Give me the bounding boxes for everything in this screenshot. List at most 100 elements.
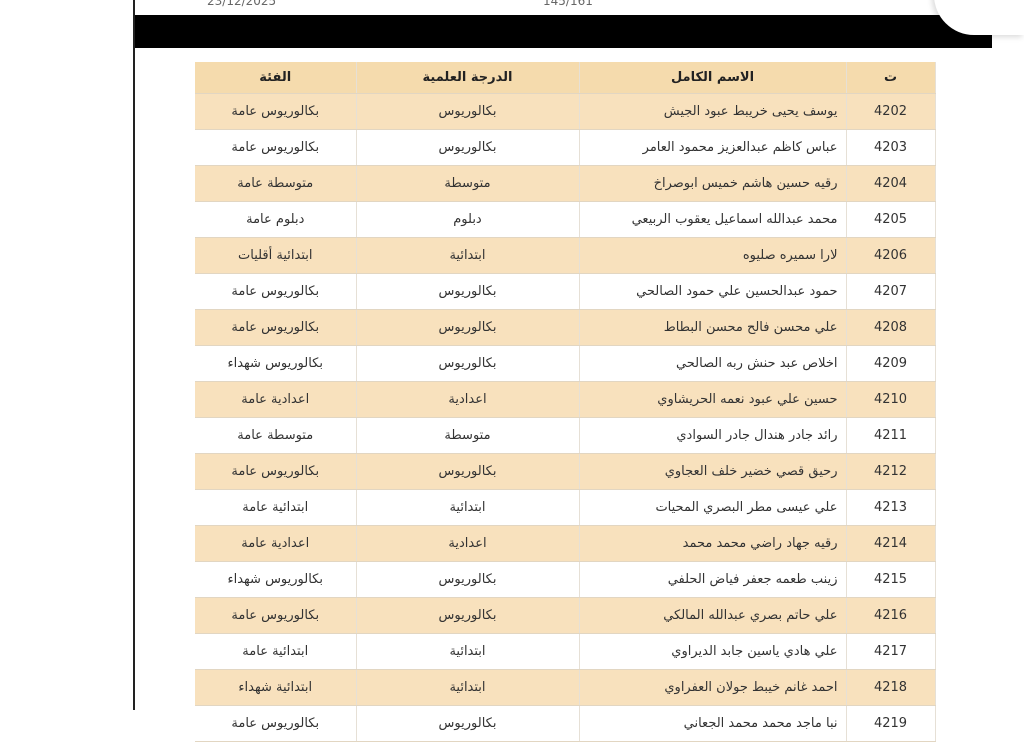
column-header-category: الفئة xyxy=(195,62,357,94)
cell-category: بكالوريوس شهداء xyxy=(195,561,357,598)
cell-index: 4218 xyxy=(846,669,936,706)
table-row: 4213 علي عيسى مطر البصري المحيات ابتدائية ا… xyxy=(195,489,936,526)
cell-degree: بكالوريوس xyxy=(356,309,580,346)
black-band xyxy=(135,15,992,48)
cell-category: بكالوريوس عامة xyxy=(195,273,357,310)
cell-category: اعدادية عامة xyxy=(195,381,357,418)
cell-degree: ابتدائية xyxy=(356,633,580,670)
cell-index: 4211 xyxy=(846,417,936,454)
cell-category: ابتدائية عامة xyxy=(195,489,357,526)
cell-category: متوسطة عامة xyxy=(195,165,357,202)
cell-category: ابتدائية أقليات xyxy=(195,237,357,274)
cell-index: 4216 xyxy=(846,597,936,634)
table-row: 4207 حمود عبدالحسين علي حمود الصالحي بكالو… xyxy=(195,273,936,310)
cell-degree: ابتدائية xyxy=(356,489,580,526)
cell-degree: اعدادية xyxy=(356,525,580,562)
cell-name: رحيق قصي خضير خلف العجاوي xyxy=(579,453,847,490)
table-row: 4205 محمد عبدالله اسماعيل يعقوب الربيعي دب… xyxy=(195,201,936,238)
cell-name: حمود عبدالحسين علي حمود الصالحي xyxy=(579,273,847,310)
cell-name: محمد عبدالله اسماعيل يعقوب الربيعي xyxy=(579,201,847,238)
cell-name: علي محسن فالح محسن البطاط xyxy=(579,309,847,346)
cell-name: يوسف يحيى خريبط عبود الجيش xyxy=(579,93,847,130)
cell-name: علي عيسى مطر البصري المحيات xyxy=(579,489,847,526)
table-row: 4212 رحيق قصي خضير خلف العجاوي بكالوريوس بك… xyxy=(195,453,936,490)
table-row: 4204 رقيه حسين هاشم خميس ابوصراخ متوسطة متو… xyxy=(195,165,936,202)
cell-degree: ابتدائية xyxy=(356,237,580,274)
cell-degree: بكالوريوس xyxy=(356,345,580,382)
table-row: 4218 احمد غانم خيبط جولان العفراوي ابتدائي… xyxy=(195,669,936,706)
cell-degree: بكالوريوس xyxy=(356,561,580,598)
cell-degree: بكالوريوس xyxy=(356,597,580,634)
cell-index: 4212 xyxy=(846,453,936,490)
cell-name: احمد غانم خيبط جولان العفراوي xyxy=(579,669,847,706)
cell-category: بكالوريوس عامة xyxy=(195,453,357,490)
cell-name: علي هادي ياسين جابد الديراوي xyxy=(579,633,847,670)
table-header-row: ت الاسم الكامل الدرجة العلمية الفئة xyxy=(195,62,936,94)
cell-index: 4219 xyxy=(846,705,936,742)
table-row: 4219 نبا ماجد محمد محمد الجعاني بكالوريوس ب… xyxy=(195,705,936,742)
cell-category: دبلوم عامة xyxy=(195,201,357,238)
cell-degree: ابتدائية xyxy=(356,669,580,706)
cell-degree: متوسطة xyxy=(356,417,580,454)
cell-name: عباس كاظم عبدالعزيز محمود العامر xyxy=(579,129,847,166)
cell-degree: بكالوريوس xyxy=(356,129,580,166)
table-row: 4208 علي محسن فالح محسن البطاط بكالوريوس بك… xyxy=(195,309,936,346)
cell-degree: بكالوريوس xyxy=(356,273,580,310)
table-row: 4209 اخلاص عبد حنش ربه الصالحي بكالوريوس بك… xyxy=(195,345,936,382)
cell-index: 4207 xyxy=(846,273,936,310)
table-row: 4203 عباس كاظم عبدالعزيز محمود العامر بكال… xyxy=(195,129,936,166)
cell-category: بكالوريوس شهداء xyxy=(195,345,357,382)
cell-index: 4209 xyxy=(846,345,936,382)
cell-category: بكالوريوس عامة xyxy=(195,309,357,346)
column-header-name: الاسم الكامل xyxy=(579,62,847,94)
cell-degree: اعدادية xyxy=(356,381,580,418)
cell-category: بكالوريوس عامة xyxy=(195,129,357,166)
cell-category: بكالوريوس عامة xyxy=(195,705,357,742)
table-row: 4210 حسين علي عبود نعمه الحريشاوي اعدادية ا… xyxy=(195,381,936,418)
table-row: 4211 رائد جادر هندال جادر السوادي متوسطة مت… xyxy=(195,417,936,454)
cell-index: 4215 xyxy=(846,561,936,598)
date-text: 23/12/2025 xyxy=(207,0,277,8)
cell-index: 4206 xyxy=(846,237,936,274)
cell-degree: بكالوريوس xyxy=(356,705,580,742)
cell-category: بكالوريوس عامة xyxy=(195,93,357,130)
page-counter: 145/161 xyxy=(543,0,593,8)
column-header-index: ت xyxy=(846,62,936,94)
cell-name: لارا سميره صليوه xyxy=(579,237,847,274)
cell-index: 4203 xyxy=(846,129,936,166)
cell-degree: متوسطة xyxy=(356,165,580,202)
cell-degree: دبلوم xyxy=(356,201,580,238)
table-row: 4214 رقيه جهاد راضي محمد محمد اعدادية اعداد… xyxy=(195,525,936,562)
cell-name: رائد جادر هندال جادر السوادي xyxy=(579,417,847,454)
cell-name: زينب طعمه جعفر فياض الحلفي xyxy=(579,561,847,598)
cell-index: 4205 xyxy=(846,201,936,238)
cell-index: 4202 xyxy=(846,93,936,130)
table-row: 4216 علي حاتم بصري عبدالله المالكي بكالوري… xyxy=(195,597,936,634)
cell-degree: بكالوريوس xyxy=(356,93,580,130)
cell-name: رقيه حسين هاشم خميس ابوصراخ xyxy=(579,165,847,202)
cell-category: ابتدائية شهداء xyxy=(195,669,357,706)
cell-name: علي حاتم بصري عبدالله المالكي xyxy=(579,597,847,634)
cell-index: 4213 xyxy=(846,489,936,526)
column-header-degree: الدرجة العلمية xyxy=(356,62,580,94)
cell-category: ابتدائية عامة xyxy=(195,633,357,670)
cell-category: اعدادية عامة xyxy=(195,525,357,562)
cell-name: حسين علي عبود نعمه الحريشاوي xyxy=(579,381,847,418)
cell-name: نبا ماجد محمد محمد الجعاني xyxy=(579,705,847,742)
cell-name: رقيه جهاد راضي محمد محمد xyxy=(579,525,847,562)
table-row: 4217 علي هادي ياسين جابد الديراوي ابتدائية… xyxy=(195,633,936,670)
table-row: 4202 يوسف يحيى خريبط عبود الجيش بكالوريوس ب… xyxy=(195,93,936,130)
page-header: 23/12/2025 145/161 xyxy=(135,0,1024,15)
cell-index: 4217 xyxy=(846,633,936,670)
table-row: 4206 لارا سميره صليوه ابتدائية ابتدائية أقل… xyxy=(195,237,936,274)
cell-index: 4214 xyxy=(846,525,936,562)
cell-name: اخلاص عبد حنش ربه الصالحي xyxy=(579,345,847,382)
cell-index: 4204 xyxy=(846,165,936,202)
cell-category: متوسطة عامة xyxy=(195,417,357,454)
cell-index: 4210 xyxy=(846,381,936,418)
cell-index: 4208 xyxy=(846,309,936,346)
data-table: ت الاسم الكامل الدرجة العلمية الفئة 4202… xyxy=(195,62,936,742)
cell-category: بكالوريوس عامة xyxy=(195,597,357,634)
table-row: 4215 زينب طعمه جعفر فياض الحلفي بكالوريوس ب… xyxy=(195,561,936,598)
cell-degree: بكالوريوس xyxy=(356,453,580,490)
